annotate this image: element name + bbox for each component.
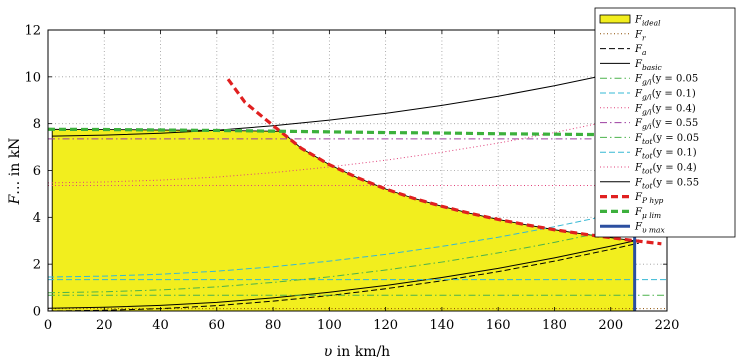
legend-label-tail: (y = 0.1) <box>652 89 696 100</box>
legend-label-subscript: P hyp <box>641 196 663 205</box>
x-axis-unit: in km/h <box>332 344 390 360</box>
series-f-tot-y-0-1 <box>47 201 668 278</box>
legend-label-subscript: υ max <box>642 226 666 235</box>
legend-label-main: F <box>634 15 643 26</box>
legend-label-main: F <box>634 74 643 85</box>
legend-label-main: F <box>634 103 643 114</box>
legend-label-subscript: r <box>642 33 646 42</box>
legend-label-tail: (y = 0.05 <box>653 133 700 144</box>
series-f-tot-y-0-05 <box>47 217 668 294</box>
x-axis-var: υ <box>324 344 333 360</box>
series-f-basic <box>47 239 639 309</box>
legend-label-subscript: ideal <box>642 19 661 28</box>
y-tick-label: 0 <box>33 305 41 320</box>
legend-label: Fr <box>634 29 646 42</box>
legend-label: Fg/i(y = 0.05 <box>634 74 698 87</box>
legend-label-main: F <box>634 133 643 144</box>
legend-label-tail: (y = 0.05 <box>652 74 699 85</box>
legend-label-main: F <box>634 118 643 129</box>
legend-label-subscript: g/i <box>642 107 652 116</box>
legend-label-tail: (y = 0.4) <box>653 163 697 174</box>
legend-label-main: F <box>634 29 643 40</box>
legend-label: Fideal <box>634 15 661 28</box>
legend-label-subscript: basic <box>642 63 663 72</box>
legend-label-subscript: g/i <box>642 78 652 87</box>
legend-label-main: F <box>634 207 643 218</box>
x-tick-label: 200 <box>598 318 623 333</box>
legend-label-main: F <box>634 177 643 188</box>
y-tick-label: 6 <box>33 164 41 179</box>
legend-label-subscript: tot <box>642 181 654 190</box>
legend-label: Ftot(y = 0.05 <box>634 133 699 146</box>
x-tick-label: 220 <box>655 318 680 333</box>
series-f-tot-y-0-55 <box>52 60 668 137</box>
y-tick-label: 12 <box>24 24 41 39</box>
legend-label-main: F <box>634 89 643 100</box>
x-tick-label: 180 <box>542 318 567 333</box>
legend-label: Fμ lim <box>634 207 661 220</box>
legend-label: Fbasic <box>634 59 662 72</box>
legend-label-subscript: tot <box>642 152 654 161</box>
legend-label: Fυ max <box>634 222 665 235</box>
legend-label: Ftot(y = 0.4) <box>634 163 697 176</box>
legend-label: FP hyp <box>634 192 663 205</box>
tick-labels: 0 20 40 60 80 100 120 140 160 180 200 220 0 2 4 6 8 10 12 <box>24 24 679 334</box>
legend-label-main: F <box>634 44 643 55</box>
legend-label-main: F <box>634 148 643 159</box>
y-axis-unit: … in kN <box>7 138 23 195</box>
legend-label-subscript: a <box>642 48 646 57</box>
legend-label: Fg/i(y = 0.55 <box>634 118 698 131</box>
legend-label-subscript: μ lim <box>642 211 661 220</box>
x-tick-label: 0 <box>44 318 52 333</box>
x-tick-label: 60 <box>209 318 226 333</box>
series-f-μ-lim <box>47 127 668 137</box>
y-axis-var: F <box>7 193 23 205</box>
x-tick-label: 160 <box>486 318 511 333</box>
legend-label: Fa <box>634 44 646 57</box>
y-tick-label: 10 <box>24 70 41 85</box>
legend-swatch-ideal <box>599 14 631 24</box>
legend-label: Ftot(y = 0.1) <box>634 148 697 161</box>
x-tick-label: 120 <box>373 318 398 333</box>
legend-label-subscript: tot <box>642 137 654 146</box>
x-tick-label: 140 <box>429 318 454 333</box>
y-axis-label: F… in kN <box>7 138 23 206</box>
legend-label: Fg/i(y = 0.1) <box>634 89 696 102</box>
legend-label-tail: (y = 0.55 <box>653 177 700 188</box>
x-tick-label: 100 <box>317 318 342 333</box>
legend-label-main: F <box>634 163 643 174</box>
series-f-a <box>47 242 639 312</box>
y-tick-label: 4 <box>33 211 41 226</box>
legend-label-main: F <box>634 59 643 70</box>
legend-label-tail: (y = 0.55 <box>652 118 699 129</box>
x-tick-label: 20 <box>96 318 113 333</box>
y-tick-label: 8 <box>33 117 41 132</box>
legend-label-subscript: g/i <box>642 122 652 131</box>
x-tick-label: 80 <box>265 318 282 333</box>
legend-label-tail: (y = 0.1) <box>653 148 697 159</box>
legend-label: Ftot(y = 0.55 <box>634 177 699 190</box>
series-f-p-hyp <box>226 78 662 246</box>
x-axis-label: υ in km/h <box>324 344 390 360</box>
legend-label-subscript: tot <box>642 167 654 176</box>
x-tick-label: 40 <box>152 318 169 333</box>
legend-label-main: F <box>634 222 643 233</box>
y-tick-label: 2 <box>33 258 41 273</box>
legend-label: Fg/i(y = 0.4) <box>634 103 696 116</box>
legend-label-tail: (y = 0.4) <box>652 103 696 114</box>
legend-label-main: F <box>634 192 643 203</box>
legend-label-subscript: g/i <box>642 93 652 102</box>
